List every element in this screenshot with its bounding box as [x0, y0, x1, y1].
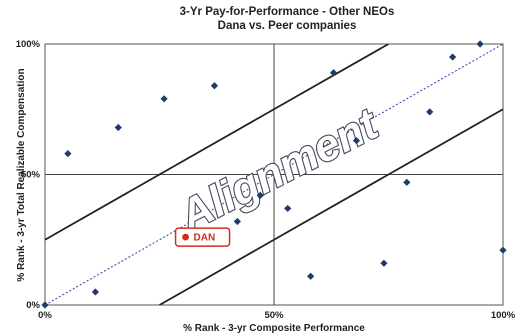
chart-subtitle: Dana vs. Peer companies [218, 20, 357, 32]
y-axis-label: % Rank - 3-yr Total Realizable Compensat… [16, 68, 27, 281]
data-point [426, 108, 434, 116]
chart-title: 3-Yr Pay-for-Performance - Other NEOs [180, 6, 395, 18]
data-point [284, 204, 292, 213]
data-point [114, 123, 122, 132]
x-axis-label: % Rank - 3-yr Composite Performance [183, 323, 365, 334]
data-point [403, 178, 411, 186]
highlight-point [182, 233, 189, 241]
x-tick-label: 100% [491, 310, 516, 321]
data-point [499, 246, 507, 254]
data-point [476, 40, 484, 48]
data-point [233, 217, 241, 226]
data-point [41, 301, 49, 309]
x-tick-label: 50% [264, 310, 284, 321]
upper-band-line [45, 44, 389, 241]
highlight-label: DAN [194, 233, 216, 244]
data-point [352, 136, 361, 145]
data-point [307, 272, 315, 280]
data-point [91, 288, 99, 296]
data-point [329, 69, 338, 77]
data-point [380, 259, 388, 267]
data-point [210, 82, 219, 90]
y-tick-label: 50% [21, 170, 41, 181]
y-tick-label: 0% [26, 300, 40, 311]
lower-band-line [159, 108, 503, 305]
alignment-annotation: Alignment [171, 99, 388, 242]
plot-area: Alignment 0% 50% 100% 0% 50% 100% DAN [16, 39, 516, 321]
x-tick-label: 0% [38, 310, 52, 321]
data-point [160, 95, 168, 103]
data-point [64, 150, 72, 158]
data-point [256, 191, 264, 199]
data-point [449, 53, 457, 61]
y-tick-label: 100% [16, 39, 41, 50]
highlight-label-box [174, 227, 231, 247]
